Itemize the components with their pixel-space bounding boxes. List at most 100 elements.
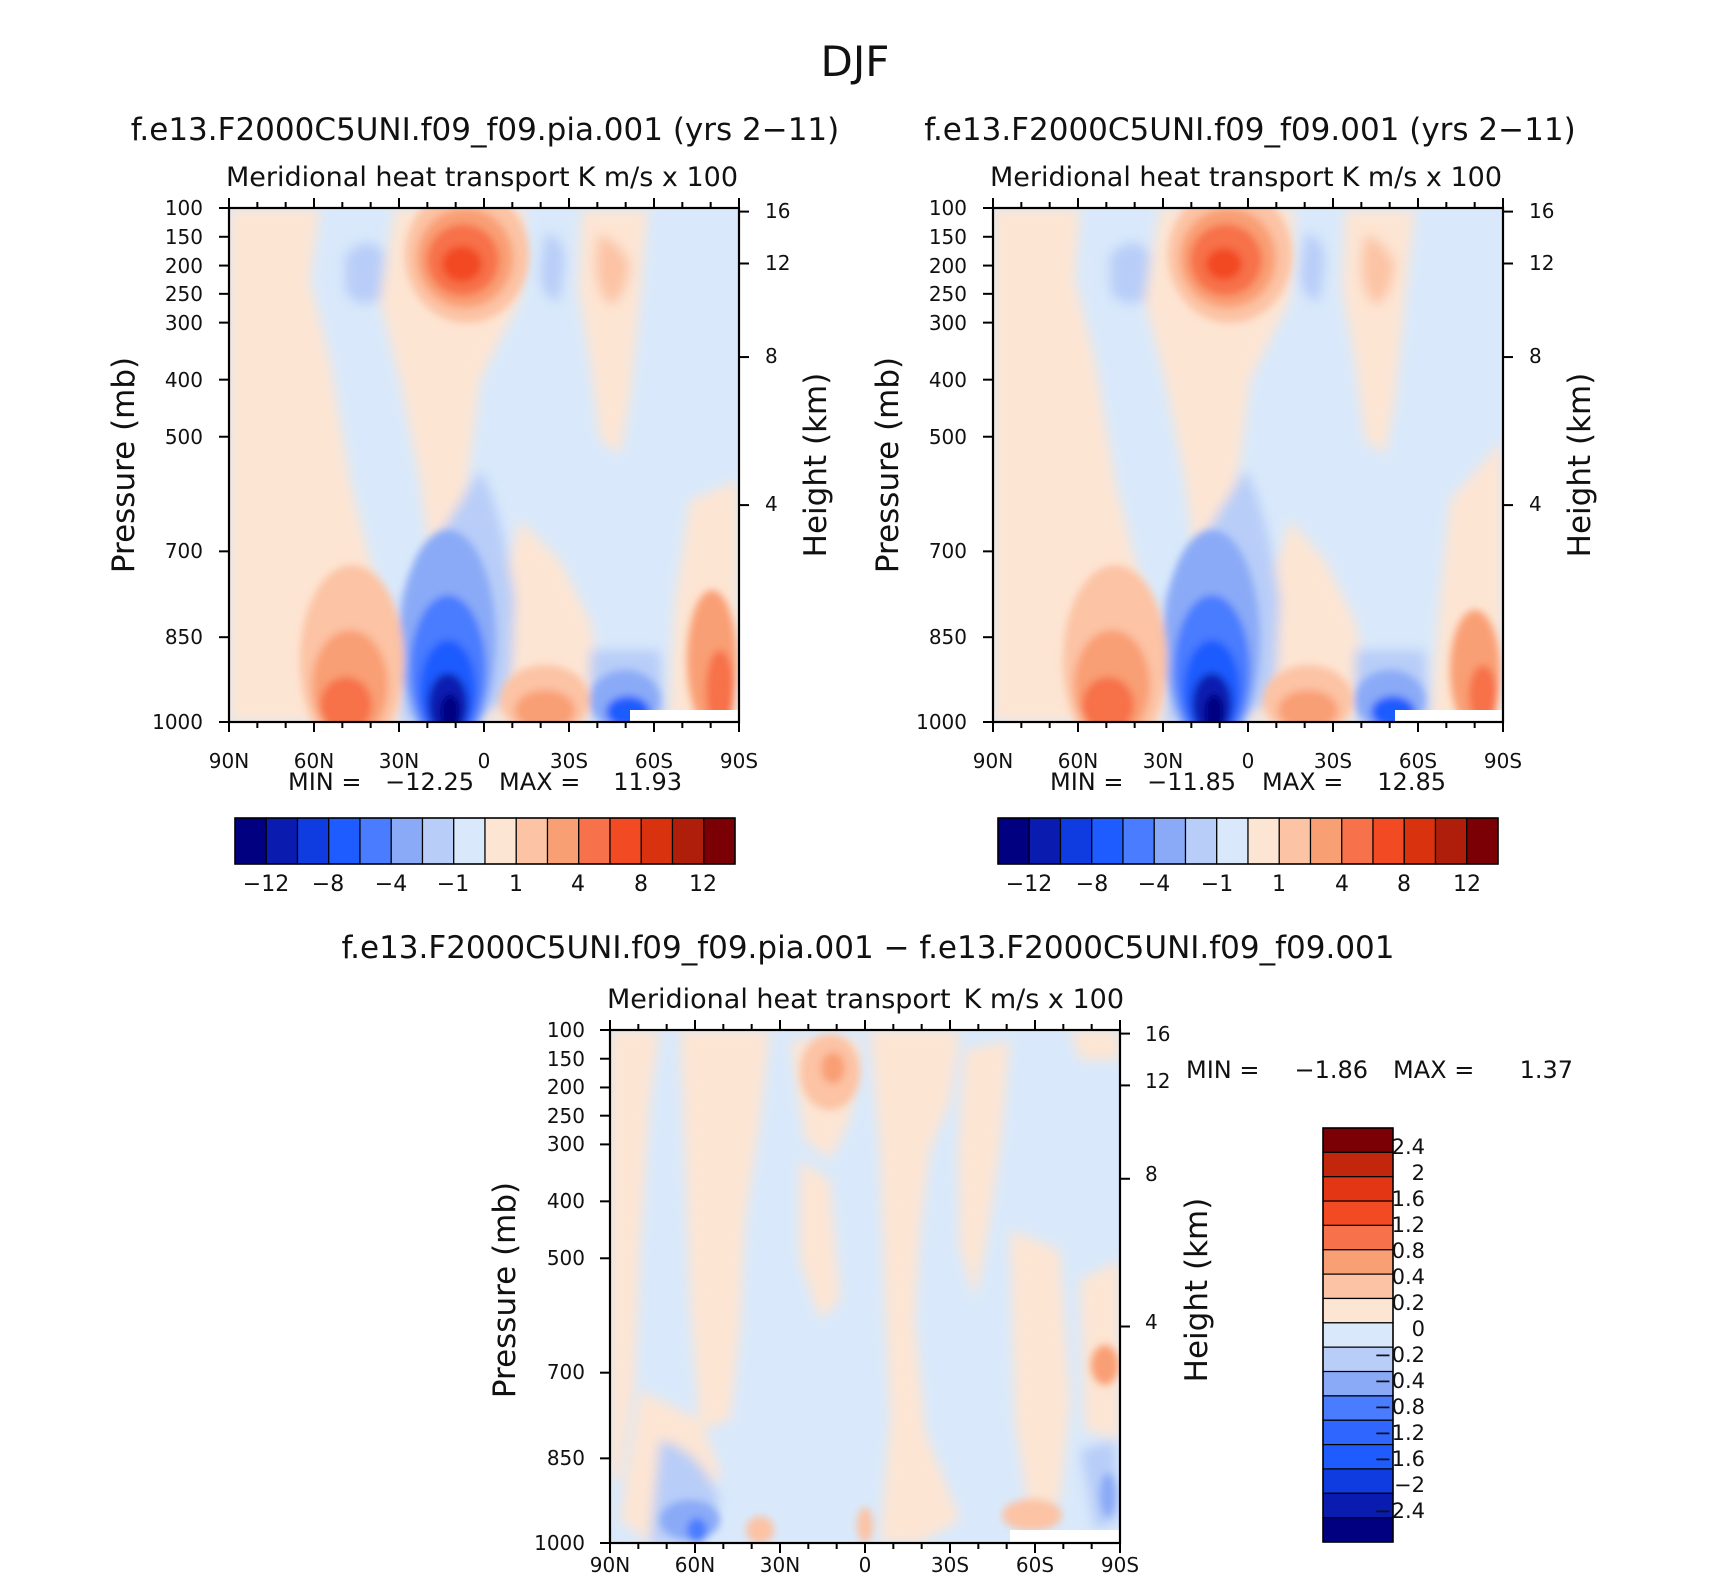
colorbar-label: 8 [634,872,648,897]
y-tick-label: 500 [547,1246,585,1270]
y-tick-label: 700 [929,539,967,563]
colorbar-swatch [1322,1419,1394,1446]
colorbar-label: −8 [312,872,344,897]
warm-region [958,1040,1010,1300]
x-tick-label: 60S [1016,1553,1054,1576]
y-right-tick-label: 16 [1145,1022,1170,1046]
min-label: MIN = [1186,1056,1259,1084]
colorbar-label: 2.4 [1392,1135,1425,1159]
colorbar-swatch [671,817,705,865]
warm-region [1010,1230,1070,1520]
missing-data-patch [630,710,739,722]
x-tick-label: 0 [478,749,491,773]
warm-core [857,1507,873,1543]
panel-3: f.e13.F2000C5UNI.f09_f09.pia.001 − f.e13… [341,930,1573,1576]
colorbar-swatch [609,817,642,865]
colorbar-swatch [1434,817,1468,865]
x-tick-label: 30S [1314,749,1352,773]
y-tick-label: 250 [547,1104,585,1128]
panel-3-title: f.e13.F2000C5UNI.f09_f09.pia.001 − f.e13… [341,930,1394,966]
colorbar-swatch [1184,817,1218,865]
y-tick-label: 850 [929,625,967,649]
panel-2-y-right-ticks: 16 12 8 4 [1529,199,1554,516]
y-tick-label: 250 [165,282,203,306]
y-right-tick-label: 4 [1529,492,1542,516]
panel-3-ylabel-right: Height (km) [1179,1198,1215,1383]
colorbar-label: −4 [375,872,407,897]
warm-core [746,1516,774,1543]
colorbar-swatch [640,817,674,865]
warm-core [1206,248,1242,280]
panel-1-y-right-ticks: 16 12 8 4 [765,199,790,516]
warm-core [1082,677,1134,722]
colorbar-label: −12 [1006,872,1052,897]
colorbar-label: −0.2 [1374,1343,1425,1367]
colorbar-label: −8 [1076,872,1108,897]
panel-2-field [993,208,1503,722]
colorbar-swatch [1091,817,1124,865]
y-tick-label: 500 [165,425,203,449]
panel-3-field [610,1030,1120,1543]
warm-region [595,235,630,305]
panel-1-stats: MIN = −12.25 MAX = 11.93 [288,768,682,796]
y-tick-label: 400 [929,368,967,392]
colorbar-label: 2 [1412,1161,1425,1185]
y-tick-label: 300 [547,1132,585,1156]
warm-region [800,1160,840,1320]
colorbar-label: 1.6 [1392,1187,1425,1211]
panel-1-title: f.e13.F2000C5UNI.f09_f09.pia.001 (yrs 2−… [131,112,840,148]
colorbar-label: 0.2 [1392,1291,1425,1315]
warm-region [1070,1030,1120,1060]
colorbar-label: 0.8 [1392,1239,1425,1263]
colorbar-label: −2 [1394,1473,1425,1497]
panel-1-y-ticks: 100 150 200 250 300 400 500 700 850 1000 [152,196,203,734]
min-value: −11.85 [1147,768,1236,796]
colorbar-swatch [546,817,580,865]
cool-region [1300,234,1325,301]
warm-core [706,650,734,722]
panel-3-colorbar [1322,1127,1394,1543]
warm-region [680,1030,770,1430]
panel-2-subtitle-right: K m/s x 100 [1342,162,1502,193]
colorbar-swatch [1322,1127,1394,1153]
y-tick-label: 100 [547,1018,585,1042]
panel-1-colorbar [234,817,736,865]
y-tick-label: 100 [929,196,967,220]
colorbar-swatch [1309,817,1343,865]
panel-2-colorbar-labels: −12 −8 −4 −1 1 4 8 12 [1006,872,1481,897]
panel-2-stats: MIN = −11.85 MAX = 12.85 [1050,768,1446,796]
colorbar-swatch [1059,817,1093,865]
colorbar-label: −12 [243,872,289,897]
colorbar-swatch [1403,817,1437,865]
panel-3-tick-marks [600,1020,1130,1553]
warm-region [1361,235,1395,305]
y-tick-label: 850 [547,1446,585,1470]
warm-core [1469,665,1497,722]
x-tick-label: 90S [1101,1553,1139,1576]
panel-2-ylabel: Pressure (mb) [870,357,906,573]
y-tick-label: 250 [929,282,967,306]
y-tick-label: 700 [165,539,203,563]
colorbar-swatch [1322,1273,1394,1300]
colorbar-label: 4 [1335,872,1349,897]
min-label: MIN = [288,768,361,796]
y-right-tick-label: 12 [1529,251,1554,275]
colorbar-border [234,817,736,865]
panel-3-x-ticks: 90N 60N 30N 0 30S 60S 90S [590,1553,1139,1576]
panel-1-x-ticks: 90N 60N 30N 0 30S 60S 90S [209,749,758,773]
cool-region [1110,242,1150,304]
warm-core [515,690,575,722]
colorbar-swatch [1322,1151,1394,1178]
x-tick-label: 60S [1399,749,1437,773]
colorbar-label: −4 [1138,872,1170,897]
min-value: −1.86 [1294,1056,1368,1084]
colorbar-label: −1.2 [1374,1421,1425,1445]
colorbar-label: −1.6 [1374,1447,1425,1471]
colorbar-swatch [515,817,549,865]
colorbar-swatch [1341,817,1374,865]
panel-3-y-right-ticks: 16 12 8 4 [1145,1022,1170,1334]
min-value: −12.25 [385,768,474,796]
missing-data-patch [1395,710,1503,722]
panel-2-y-ticks: 100 150 200 250 300 400 500 700 850 1000 [916,196,967,734]
panel-1-subtitle-right: K m/s x 100 [578,162,738,193]
